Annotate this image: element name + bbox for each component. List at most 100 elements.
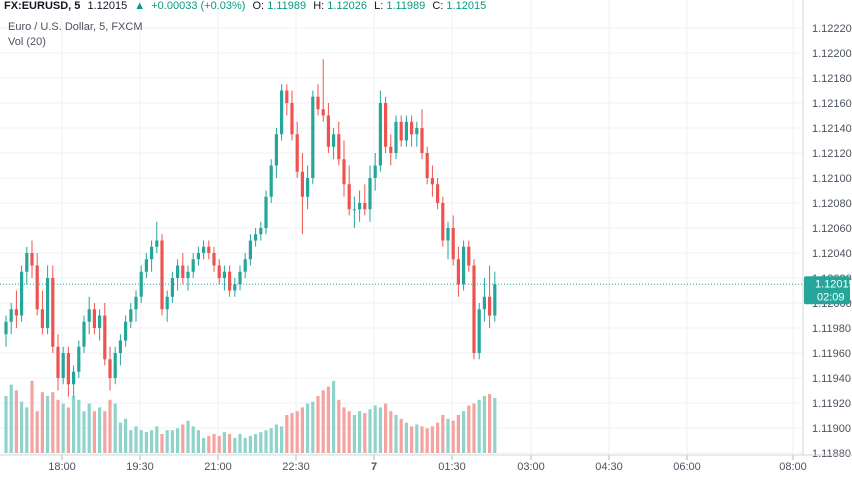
candle-body[interactable]	[394, 121, 398, 153]
candle-body[interactable]	[274, 134, 278, 166]
candle-body[interactable]	[207, 246, 211, 253]
y-tick-label: 1.11880	[812, 448, 851, 460]
volume-bar	[347, 411, 351, 453]
candle-body[interactable]	[87, 309, 91, 322]
candle-body[interactable]	[155, 240, 159, 247]
candle-body[interactable]	[9, 309, 13, 322]
candle-body[interactable]	[425, 153, 429, 178]
candle-body[interactable]	[337, 134, 341, 160]
candle-body[interactable]	[238, 271, 242, 285]
candle-body[interactable]	[191, 259, 195, 272]
candle-body[interactable]	[280, 90, 284, 135]
candle-body[interactable]	[108, 359, 112, 378]
candle-body[interactable]	[217, 265, 221, 279]
candle-body[interactable]	[160, 240, 164, 310]
candle-body[interactable]	[150, 246, 154, 260]
candle-body[interactable]	[77, 346, 81, 372]
candle-body[interactable]	[420, 128, 424, 153]
candle-body[interactable]	[488, 296, 492, 316]
candle-body[interactable]	[300, 171, 304, 197]
candle-body[interactable]	[472, 265, 476, 354]
candle-body[interactable]	[233, 284, 237, 291]
candle-body[interactable]	[378, 103, 382, 166]
candle-body[interactable]	[248, 240, 252, 260]
candle-body[interactable]	[290, 103, 294, 135]
candle-body[interactable]	[103, 315, 107, 360]
candle-body[interactable]	[456, 259, 460, 285]
candle-body[interactable]	[264, 196, 268, 228]
candle-body[interactable]	[72, 371, 76, 385]
candle-body[interactable]	[4, 321, 8, 335]
candle-body[interactable]	[316, 96, 320, 110]
candle-body[interactable]	[30, 253, 34, 266]
candle-body[interactable]	[321, 109, 325, 116]
candle-body[interactable]	[202, 246, 206, 253]
candle-body[interactable]	[124, 321, 128, 341]
candle-body[interactable]	[51, 278, 55, 347]
candle-body[interactable]	[462, 246, 466, 285]
candle-body[interactable]	[269, 165, 273, 197]
candle-body[interactable]	[144, 259, 148, 272]
candle-body[interactable]	[342, 159, 346, 185]
candle-body[interactable]	[332, 134, 336, 147]
candle-body[interactable]	[181, 265, 185, 279]
candle-body[interactable]	[326, 115, 330, 147]
candle-body[interactable]	[61, 353, 65, 378]
candle-body[interactable]	[176, 265, 180, 279]
candle-body[interactable]	[40, 309, 44, 328]
candle-body[interactable]	[212, 253, 216, 266]
candle-body[interactable]	[165, 296, 169, 310]
candle-body[interactable]	[415, 128, 419, 135]
candle-body[interactable]	[368, 178, 372, 210]
candle-body[interactable]	[35, 265, 39, 310]
candle-body[interactable]	[493, 284, 497, 316]
candle-body[interactable]	[477, 309, 481, 353]
candle-body[interactable]	[46, 278, 50, 328]
volume-bar	[14, 390, 18, 453]
candle-body[interactable]	[467, 246, 471, 266]
candle-body[interactable]	[134, 296, 138, 310]
candle-body[interactable]	[259, 228, 263, 235]
candle-body[interactable]	[129, 309, 133, 322]
candle-body[interactable]	[358, 203, 362, 210]
candle-body[interactable]	[295, 134, 299, 172]
candle-body[interactable]	[410, 121, 414, 135]
candle-body[interactable]	[389, 146, 393, 153]
candle-body[interactable]	[170, 278, 174, 297]
candle-body[interactable]	[113, 353, 117, 378]
candle-body[interactable]	[430, 178, 434, 185]
candle-body[interactable]	[98, 315, 102, 329]
candle-body[interactable]	[82, 321, 86, 347]
candle-body[interactable]	[25, 253, 29, 272]
candle-body[interactable]	[363, 203, 367, 210]
candle-body[interactable]	[404, 121, 408, 141]
candle-body[interactable]	[446, 228, 450, 241]
y-tick-label: 1.11940	[812, 373, 851, 385]
candle-body[interactable]	[373, 165, 377, 179]
candle-body[interactable]	[196, 253, 200, 260]
candle-body[interactable]	[352, 209, 356, 211]
candle-body[interactable]	[254, 234, 258, 241]
candle-body[interactable]	[399, 121, 403, 141]
candle-body[interactable]	[243, 259, 247, 272]
volume-bar	[290, 413, 294, 453]
candle-body[interactable]	[20, 271, 24, 316]
candle-body[interactable]	[14, 309, 18, 316]
candle-body[interactable]	[66, 353, 70, 385]
candle-body[interactable]	[482, 296, 486, 310]
candle-body[interactable]	[56, 346, 60, 378]
candle-body[interactable]	[384, 103, 388, 147]
candle-body[interactable]	[92, 309, 96, 328]
candle-body[interactable]	[311, 96, 315, 178]
candle-body[interactable]	[228, 271, 232, 291]
candle-body[interactable]	[451, 228, 455, 260]
candle-body[interactable]	[347, 184, 351, 210]
candle-body[interactable]	[285, 90, 289, 104]
candle-body[interactable]	[222, 271, 226, 278]
candle-body[interactable]	[118, 340, 122, 354]
candle-body[interactable]	[306, 178, 310, 197]
candle-body[interactable]	[441, 203, 445, 241]
candle-body[interactable]	[186, 271, 190, 278]
candle-body[interactable]	[436, 184, 440, 203]
